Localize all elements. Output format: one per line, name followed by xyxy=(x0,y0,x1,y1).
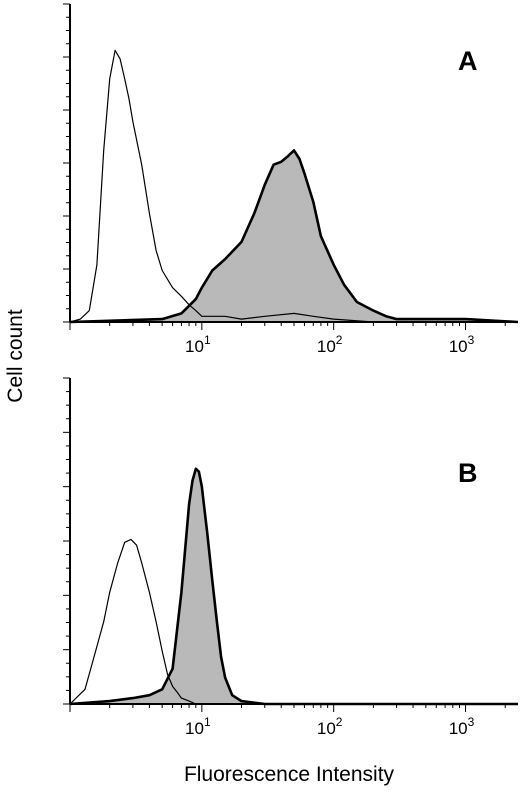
panel-a-x-tick-label: 101 xyxy=(185,333,211,356)
panel-b-histogram: 101 102 103 B xyxy=(63,377,518,738)
panel-b-x-tick-label: 101 xyxy=(185,715,211,738)
panel-b-letter: B xyxy=(458,458,478,488)
panel-a-letter: A xyxy=(458,46,478,76)
panel-a-series-1-fill xyxy=(70,150,518,322)
panel-a-axes xyxy=(63,3,518,330)
panel-a-series-1-line xyxy=(69,149,519,324)
panel-b-x-tick-label: 103 xyxy=(449,715,475,738)
panel-b-series xyxy=(69,467,518,706)
x-axis-title: Fluorescence Intensity xyxy=(184,763,395,786)
panel-a-histogram: 101 102 103 A xyxy=(63,3,519,356)
panel-b-series-1-line xyxy=(69,467,518,706)
panel-b-series-1-fill xyxy=(70,468,518,704)
panel-a-series xyxy=(69,49,519,324)
panel-a-series-0-line xyxy=(69,49,374,323)
panel-a-x-tick-label: 103 xyxy=(449,333,475,356)
panel-b-x-tick-label: 102 xyxy=(317,715,343,738)
panel-a-x-tick-label: 102 xyxy=(317,333,343,356)
panel-b-axes xyxy=(63,377,518,712)
panel-b-x-tick-labels: 101 102 103 xyxy=(185,715,475,738)
panel-a-x-tick-labels: 101 102 103 xyxy=(185,333,475,356)
y-axis-title: Cell count xyxy=(4,309,27,403)
panel-b-series-0-line xyxy=(69,538,202,705)
